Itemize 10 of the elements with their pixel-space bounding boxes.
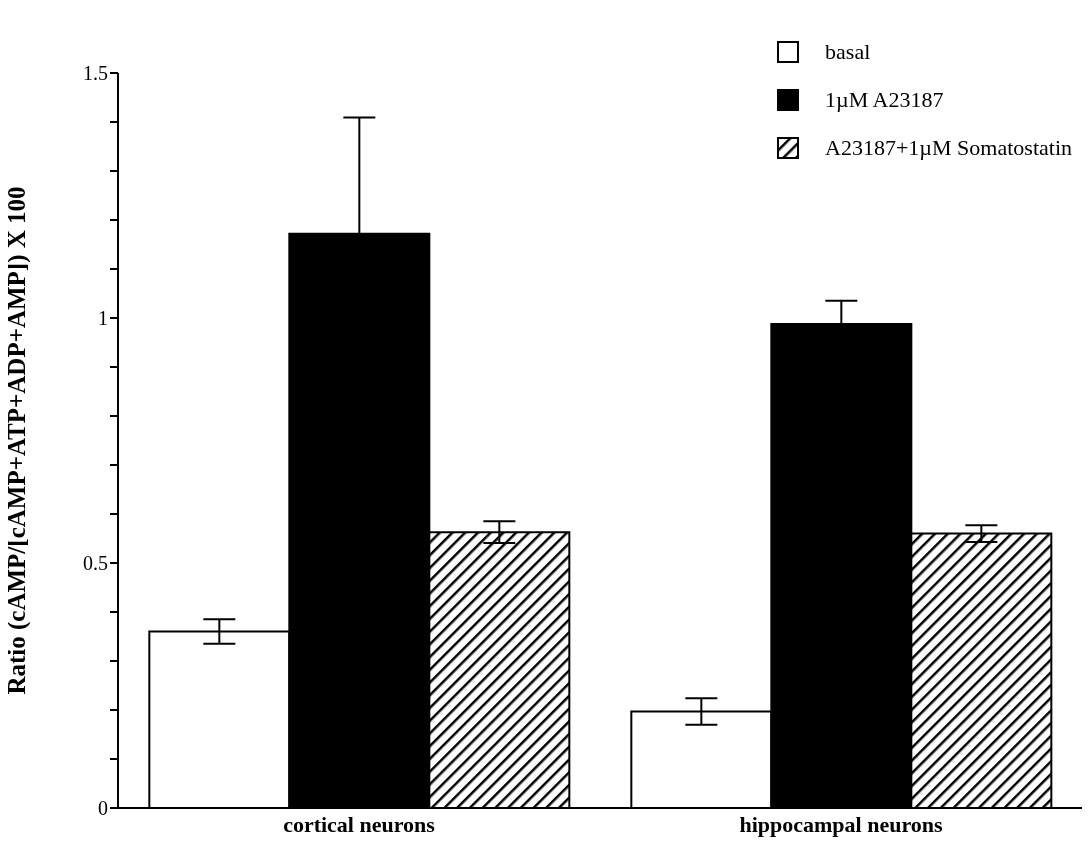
x-tick-label: hippocampal neurons bbox=[739, 811, 944, 837]
legend-label: A23187+1µM Somatostatin bbox=[825, 135, 1072, 161]
y-axis-title: Ratio (cAMP/[cAMP+ATP+ADP+AMP]) X 100 bbox=[2, 186, 31, 695]
y-tick-label: 1 bbox=[98, 307, 108, 330]
y-tick-label: 0 bbox=[98, 797, 108, 820]
legend-label: basal bbox=[825, 39, 871, 65]
y-tick-label: 1.5 bbox=[83, 62, 108, 85]
x-tick-label: cortical neurons bbox=[283, 811, 436, 837]
legend-label: 1µM A23187 bbox=[825, 87, 944, 113]
y-tick-label: 0.5 bbox=[83, 552, 108, 575]
